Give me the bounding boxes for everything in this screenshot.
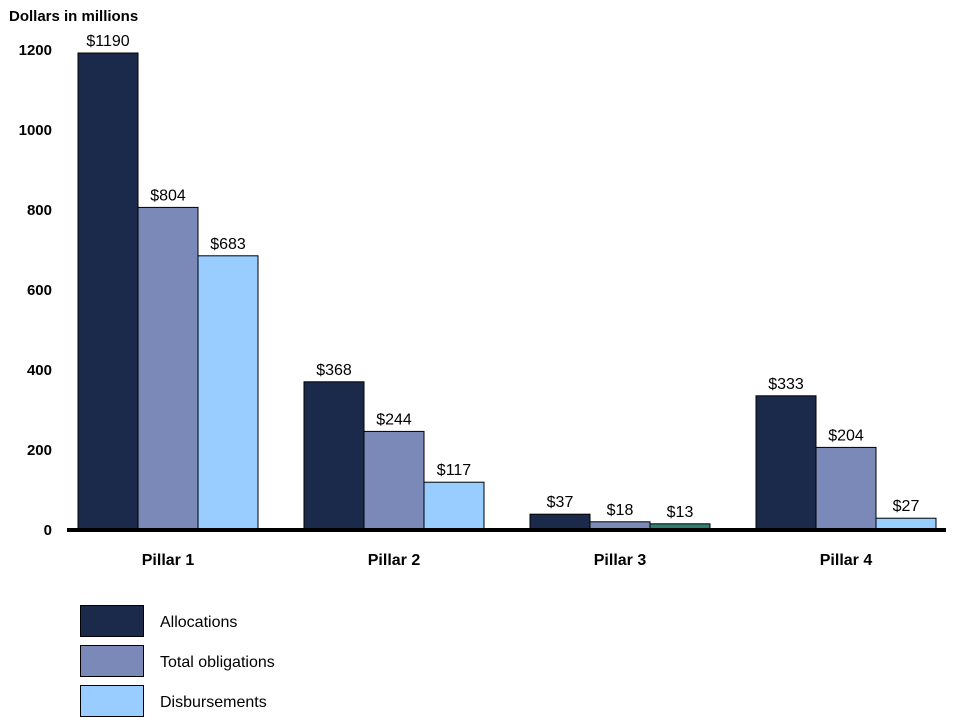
data-label: $368 — [316, 362, 352, 379]
data-label: $683 — [210, 236, 246, 253]
data-label: $13 — [667, 504, 694, 521]
legend-swatch-allocations — [80, 605, 144, 637]
bar — [589, 521, 651, 530]
data-label: $244 — [376, 411, 412, 428]
x-tick-label: Pillar 3 — [594, 552, 647, 569]
data-label: $804 — [150, 187, 186, 204]
data-label: $27 — [893, 498, 920, 515]
bar — [875, 517, 937, 530]
bar — [303, 381, 365, 530]
x-tick-label: Pillar 2 — [368, 552, 421, 569]
legend-label-allocations: Allocations — [160, 614, 238, 631]
x-axis-line — [67, 528, 946, 532]
bar-chart: 0 200 400 600 800 1000 1200 $1190 $804 $683 Pillar… — [19, 33, 946, 569]
x-tick-label: Pillar 1 — [142, 552, 195, 569]
y-tick-label: 800 — [27, 202, 52, 219]
y-tick-label: 400 — [27, 362, 52, 379]
legend-swatch-total-obligations — [80, 645, 144, 677]
legend-label-disbursements: Disbursements — [160, 694, 267, 711]
data-label: $117 — [437, 462, 472, 479]
y-tick-label: 1200 — [19, 42, 52, 59]
bar — [197, 255, 259, 530]
data-label: $37 — [547, 494, 574, 511]
legend-label-total-obligations: Total obligations — [160, 654, 275, 671]
y-tick-label: 200 — [27, 442, 52, 459]
data-label: $204 — [828, 427, 864, 444]
bar — [529, 513, 591, 530]
bar — [363, 430, 425, 530]
bar — [755, 395, 817, 530]
bar — [815, 446, 877, 530]
data-label: $1190 — [86, 33, 129, 50]
data-label: $18 — [607, 502, 634, 519]
bar — [137, 206, 199, 530]
x-tick-label: Pillar 4 — [820, 552, 873, 569]
legend-swatch-disbursements — [80, 685, 144, 717]
y-tick-label: 1000 — [19, 122, 52, 139]
data-label: $333 — [768, 376, 804, 393]
y-axis-title: Dollars in millions — [9, 8, 139, 25]
y-tick-label: 0 — [44, 522, 52, 539]
y-tick-label: 600 — [27, 282, 52, 299]
bar — [423, 481, 485, 530]
bar — [77, 52, 139, 530]
